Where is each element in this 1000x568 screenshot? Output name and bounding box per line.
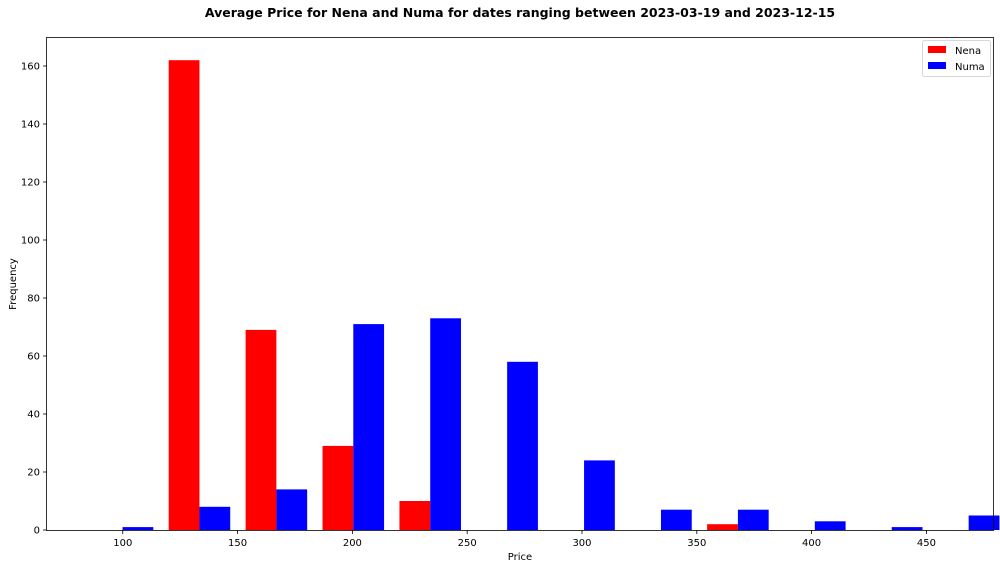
bar-numa-8 bbox=[737, 509, 769, 530]
y-tick-label: 20 bbox=[27, 468, 40, 479]
plot-area-frame bbox=[46, 37, 994, 531]
y-tick-label: 100 bbox=[21, 236, 40, 247]
x-tick-label: 250 bbox=[458, 538, 477, 549]
y-axis-ticks: 0 20 40 60 80 100 120 140 160 bbox=[21, 62, 47, 537]
bar-nena-0 bbox=[168, 60, 200, 530]
bar-numa-5 bbox=[507, 361, 538, 530]
x-tick-label: 300 bbox=[572, 538, 591, 549]
bar-nena-1 bbox=[245, 329, 277, 530]
x-axis-label: Price bbox=[508, 552, 532, 563]
bar-numa-6 bbox=[584, 460, 615, 530]
y-axis-label: Frequency bbox=[8, 258, 19, 310]
y-tick-label: 160 bbox=[21, 62, 40, 73]
bar-numa-3 bbox=[353, 324, 385, 530]
bar-numa-11 bbox=[968, 515, 1000, 530]
legend-swatch-numa bbox=[928, 62, 946, 69]
y-tick-label: 120 bbox=[21, 178, 40, 189]
bar-numa-1 bbox=[199, 506, 231, 530]
bar-numa-9 bbox=[814, 521, 846, 530]
bars-group bbox=[122, 60, 1000, 530]
bar-numa-0 bbox=[122, 527, 154, 530]
y-tick-label: 80 bbox=[27, 294, 40, 305]
bar-numa-2 bbox=[276, 489, 308, 530]
x-tick-label: 150 bbox=[228, 538, 247, 549]
x-tick-label: 400 bbox=[802, 538, 821, 549]
y-tick-label: 40 bbox=[27, 410, 40, 421]
y-tick-label: 140 bbox=[21, 120, 40, 131]
x-tick-label: 350 bbox=[687, 538, 706, 549]
legend-label-numa: Numa bbox=[955, 62, 985, 73]
x-axis-ticks: 100 150 200 250 300 350 400 450 bbox=[113, 530, 936, 549]
bar-nena-4 bbox=[707, 524, 738, 530]
bar-numa-10 bbox=[891, 527, 923, 530]
legend: Nena Numa bbox=[922, 40, 991, 77]
x-tick-label: 100 bbox=[113, 538, 132, 549]
x-tick-label: 200 bbox=[343, 538, 362, 549]
y-tick-label: 60 bbox=[27, 352, 40, 363]
legend-swatch-nena bbox=[928, 46, 946, 53]
y-tick-label: 0 bbox=[34, 526, 40, 537]
x-tick-label: 450 bbox=[917, 538, 936, 549]
chart-title: Average Price for Nena and Numa for date… bbox=[205, 5, 835, 20]
bar-numa-4 bbox=[430, 318, 461, 530]
legend-label-nena: Nena bbox=[955, 46, 981, 57]
bar-nena-3 bbox=[399, 501, 431, 530]
bar-numa-7 bbox=[660, 509, 692, 530]
bar-nena-2 bbox=[322, 445, 354, 530]
